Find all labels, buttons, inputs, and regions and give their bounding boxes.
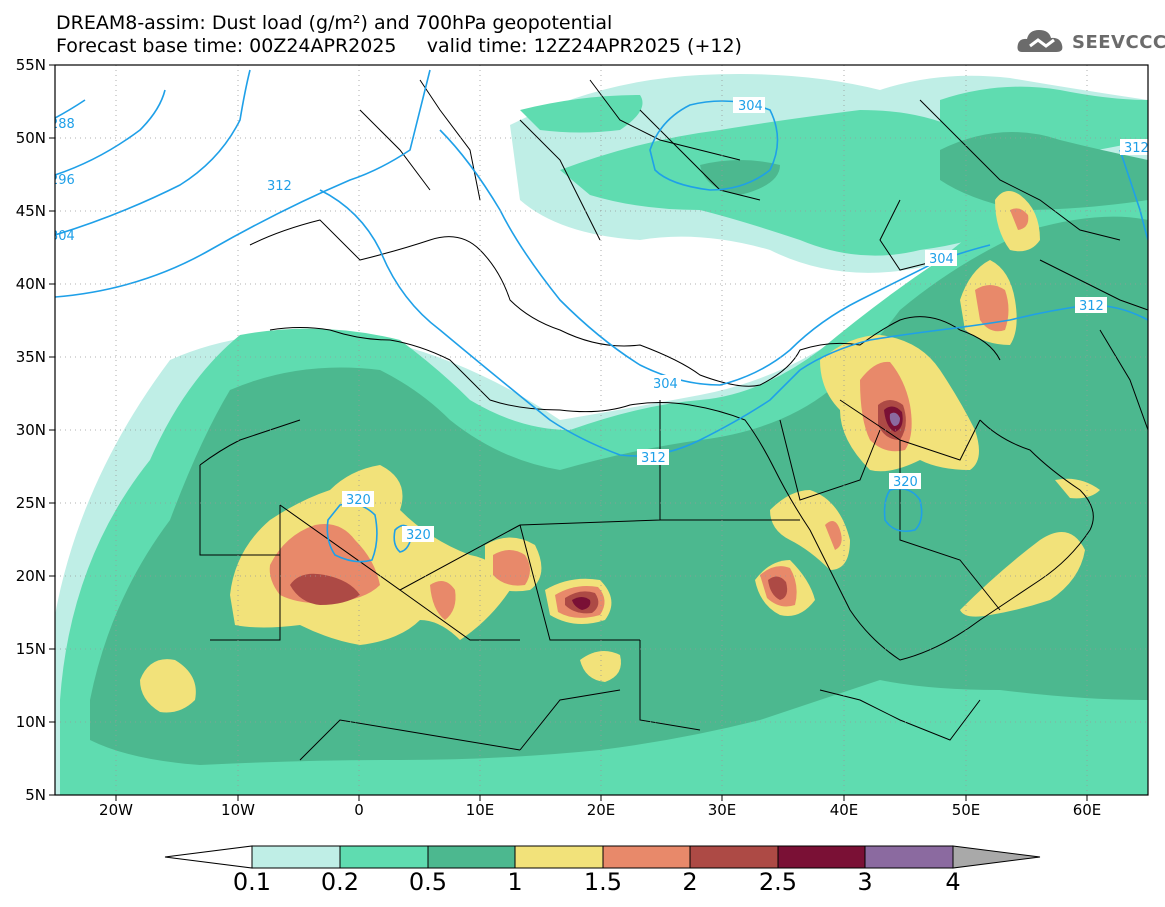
contour-label: 304 [738, 99, 763, 114]
map-borders [199, 79, 1148, 761]
colorbar-segment [689, 845, 779, 869]
contour-label: 288 [50, 117, 75, 132]
colorbar-label: 0.5 [408, 868, 448, 896]
lon-label: 10W [221, 801, 255, 819]
contour-304-north [649, 100, 779, 191]
lon-label: 40E [829, 801, 859, 819]
contour-label: 320 [346, 493, 371, 508]
lat-label: 30N [15, 421, 46, 439]
contour-320-b [393, 524, 413, 553]
contour-312-east [1119, 149, 1148, 241]
colorbar-segment [339, 845, 429, 869]
seevccc-logo: SEEVCCC [1016, 24, 1165, 60]
colorbar-label: 1 [507, 868, 523, 896]
contour-304-west [55, 69, 251, 236]
lon-label: 0 [354, 801, 364, 819]
colorbar-segment [251, 845, 341, 869]
contour-label: 296 [50, 173, 75, 188]
map-plot-area: 304 312 320 320 320 312 304 304 312 312 … [50, 65, 1149, 795]
contour-304-mid [439, 129, 991, 386]
lat-label: 5N [25, 786, 46, 804]
colorbar-segment [864, 845, 954, 869]
contour-312-mid [319, 189, 1148, 457]
colorbar-segment [952, 845, 1041, 869]
contour-label: 312 [1079, 299, 1104, 314]
map-grid [55, 65, 1148, 795]
lat-label: 15N [15, 640, 46, 658]
lat-label: 35N [15, 348, 46, 366]
lat-label: 10N [15, 713, 46, 731]
map-subtitle: Forecast base time: 00Z24APR2025 valid t… [56, 35, 742, 57]
colorbar-segment [777, 845, 866, 869]
lon-label: 20W [99, 801, 133, 819]
contour-320-c [883, 487, 923, 533]
map-title: DREAM8-assim: Dust load (g/m²) and 700hP… [56, 12, 613, 34]
lat-label: 55N [15, 56, 46, 74]
lon-label: 20E [586, 801, 616, 819]
colorbar [164, 845, 1041, 869]
colorbar-segment [427, 845, 516, 869]
contour-label: 320 [893, 475, 918, 490]
lon-label: 30E [707, 801, 737, 819]
geopotential-contours [55, 69, 1148, 563]
colorbar-segment [602, 845, 691, 869]
contour-label: 312 [641, 451, 666, 466]
contour-288-west [55, 99, 86, 119]
colorbar-label: 2.5 [758, 868, 798, 896]
contour-label: 304 [653, 377, 678, 392]
contour-label: 312 [267, 179, 292, 194]
contour-label: 312 [1124, 141, 1149, 156]
colorbar-segment [164, 845, 253, 869]
logo-text: SEEVCCC [1072, 32, 1165, 53]
contour-label: 304 [929, 252, 954, 267]
contour-label: 304 [50, 229, 75, 244]
lat-label: 20N [15, 567, 46, 585]
lat-label: 45N [15, 202, 46, 220]
contour-296-west [55, 89, 166, 176]
contour-label: 320 [406, 528, 431, 543]
lat-label: 50N [15, 129, 46, 147]
colorbar-segment [514, 845, 604, 869]
cloud-icon [1017, 30, 1063, 52]
map-ticks [49, 64, 1088, 801]
lat-label: 40N [15, 275, 46, 293]
colorbar-label: 4 [945, 868, 961, 896]
contour-320-a [326, 502, 378, 563]
lon-label: 50E [951, 801, 981, 819]
lon-label: 60E [1072, 801, 1102, 819]
colorbar-label: 3 [857, 868, 873, 896]
dust-level-3 [889, 412, 900, 426]
lat-label: 25N [15, 494, 46, 512]
colorbar-label: 1.5 [583, 868, 623, 896]
lon-label: 10E [465, 801, 495, 819]
colorbar-label: 0.1 [232, 868, 272, 896]
colorbar-label: 2 [682, 868, 698, 896]
colorbar-label: 0.2 [320, 868, 360, 896]
contour-labels: 304 312 320 320 320 312 304 304 312 312 … [50, 97, 1149, 543]
